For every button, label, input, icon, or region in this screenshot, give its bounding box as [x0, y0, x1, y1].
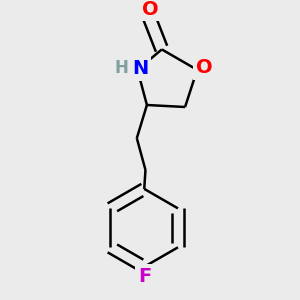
- Text: O: O: [142, 0, 159, 19]
- Text: F: F: [138, 266, 152, 286]
- Text: H: H: [115, 59, 129, 77]
- Text: N: N: [132, 59, 148, 78]
- Text: O: O: [196, 58, 213, 77]
